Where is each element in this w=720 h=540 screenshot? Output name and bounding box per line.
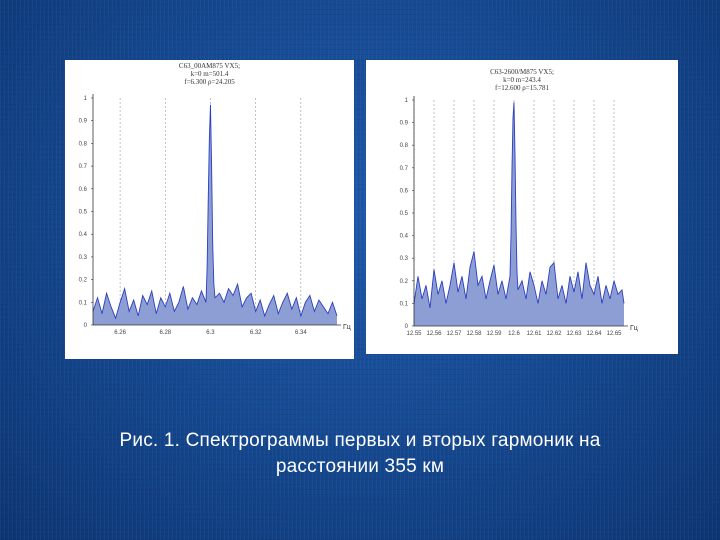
y-tick-label: 0.3 — [400, 256, 409, 262]
x-unit-label: Гц — [630, 325, 638, 332]
spectrogram-chart-left: 0 0.1 0.2 0.3 0.4 0.5 0.6 0.7 0.8 0.9 1 6.26 6.28 6.3… — [79, 94, 351, 336]
x-tick-label: 12.56 — [426, 331, 442, 337]
y-tick-label: 0.9 — [79, 119, 88, 125]
x-tick-label: 12.59 — [486, 331, 502, 337]
chart-header-line-2: k=0 m=243.4 — [503, 76, 541, 84]
x-tick-label: 6.26 — [114, 330, 126, 336]
x-tick-label: 6.28 — [159, 330, 171, 336]
y-tick-label: 0.8 — [400, 143, 409, 149]
x-tick-label: 12.61 — [526, 331, 542, 337]
y-tick-label: 0.6 — [400, 188, 409, 194]
chart-header-line-1: C63_00AM875 VX5; — [178, 62, 241, 70]
y-tick-label: 0.7 — [79, 164, 88, 170]
x-tick-label: 6.32 — [250, 330, 262, 336]
spectrum-line — [92, 104, 338, 320]
x-tick-label: 12.58 — [466, 331, 482, 337]
y-tick-label: 0.9 — [400, 121, 409, 127]
x-tick-label: 6.34 — [295, 330, 307, 336]
x-tick-label: 12.63 — [566, 331, 582, 337]
x-unit-label: Гц — [343, 324, 351, 331]
y-tick-label: 0 — [405, 324, 409, 330]
y-tick-label: 0.5 — [400, 211, 409, 217]
y-tick-label: 0.2 — [400, 279, 409, 285]
spectrum-area — [414, 102, 624, 326]
y-tick-label: 0.4 — [79, 232, 88, 238]
x-tick-label: 12.64 — [586, 331, 602, 337]
x-tick-label: 12.57 — [446, 331, 462, 337]
spectrogram-panel-right: C63-2600/M875 VX5; k=0 m=243.4 f=12.600 … — [366, 60, 678, 354]
chart-header-line-1: C63-2600/M875 VX5; — [490, 68, 554, 76]
y-tick-label: 0.3 — [79, 255, 88, 261]
chart-header-line-2: k=0 m=501.4 — [190, 70, 229, 78]
y-tick-label: 0.7 — [400, 166, 409, 172]
x-tick-label: 12.65 — [606, 331, 622, 337]
y-tick-label: 0 — [84, 323, 88, 329]
chart-header-line-3: f=12.600 ρ=15.781 — [495, 84, 549, 92]
chart-header-line-3: f=6.300 ρ=24.205 — [184, 78, 235, 86]
y-tick-label: 0.8 — [79, 141, 88, 147]
x-tick-label: 12.62 — [546, 331, 562, 337]
spectrogram-chart-right: 0 0.1 0.2 0.3 0.4 0.5 0.6 0.7 0.8 0.9 1 12.55 12.56 1… — [400, 96, 638, 337]
spectrogram-panel-left: C63_00AM875 VX5; k=0 m=501.4 f=6.300 ρ=2… — [65, 60, 354, 359]
y-tick-label: 0.4 — [400, 234, 409, 240]
y-tick-label: 0.1 — [400, 301, 409, 307]
x-tick-label: 6.3 — [206, 330, 215, 336]
y-tick-label: 0.5 — [79, 210, 88, 216]
y-tick-label: 1 — [405, 98, 409, 104]
spectrum-line — [413, 102, 625, 308]
caption-line-1: Рис. 1. Спектрограммы первых и вторых га… — [119, 430, 601, 451]
spectrum-area — [93, 104, 337, 325]
x-tick-label: 12.6 — [508, 331, 520, 337]
figure-caption: Рис. 1. Спектрограммы первых и вторых га… — [40, 428, 680, 480]
y-tick-label: 0.1 — [79, 300, 88, 306]
caption-line-2: расстоянии 355 км — [275, 456, 445, 477]
x-tick-label: 12.55 — [406, 331, 422, 337]
y-tick-label: 0.2 — [79, 278, 88, 284]
y-tick-label: 1 — [84, 96, 88, 102]
y-tick-label: 0.6 — [79, 187, 88, 193]
